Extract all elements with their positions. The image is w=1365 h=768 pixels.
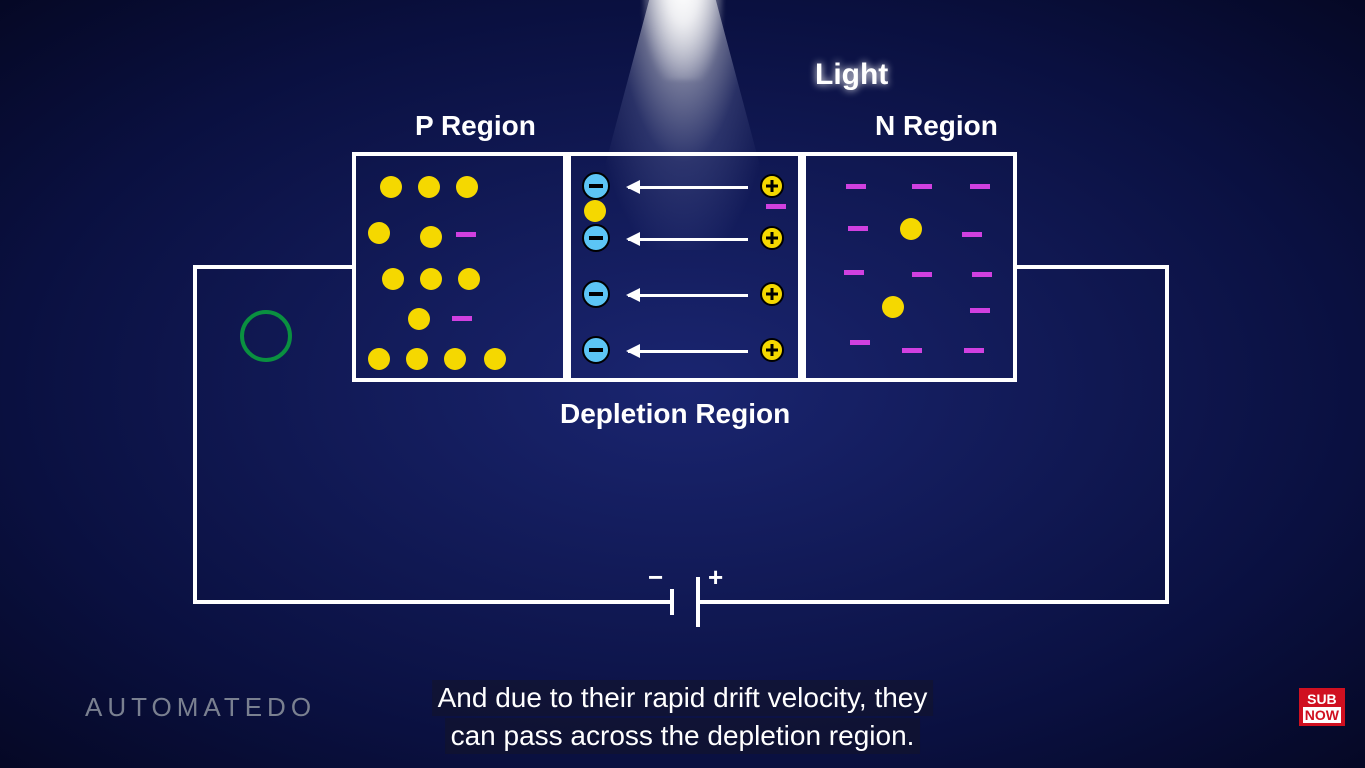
battery-plus-label: + xyxy=(708,562,723,593)
hole xyxy=(382,268,404,290)
electron-dash xyxy=(970,308,990,313)
hole xyxy=(456,176,478,198)
plus-circle xyxy=(760,338,784,362)
arrow xyxy=(628,350,748,353)
brand-logo: AUTOMATEDO xyxy=(85,692,316,723)
light-core xyxy=(643,0,723,80)
plus-circle xyxy=(760,226,784,250)
minus-circle xyxy=(582,336,610,364)
hole xyxy=(420,268,442,290)
electron-dash xyxy=(452,316,472,321)
electron-dash xyxy=(902,348,922,353)
circuit-wire-bottom-left xyxy=(193,600,670,604)
arrow xyxy=(628,294,748,297)
electron-dash xyxy=(972,272,992,277)
electron-dash xyxy=(844,270,864,275)
n-region-label: N Region xyxy=(875,110,998,142)
hole xyxy=(484,348,506,370)
hole xyxy=(380,176,402,198)
minus-circle xyxy=(582,280,610,308)
plus-circle xyxy=(760,174,784,198)
hole xyxy=(900,218,922,240)
hole xyxy=(458,268,480,290)
minus-circle xyxy=(582,172,610,200)
electron-dash xyxy=(964,348,984,353)
electron-dash xyxy=(962,232,982,237)
subtitle-line-2: can pass across the depletion region. xyxy=(445,718,921,754)
sub-text: SUB xyxy=(1307,691,1337,707)
arrow xyxy=(628,186,748,189)
circuit-wire-right-top xyxy=(1017,265,1169,269)
circuit-wire-bottom-right xyxy=(700,600,1169,604)
electron-dash xyxy=(912,184,932,189)
battery-long-plate xyxy=(696,577,700,627)
green-ring xyxy=(240,310,292,362)
electron-dash xyxy=(970,184,990,189)
electron-dash xyxy=(850,340,870,345)
hole xyxy=(418,176,440,198)
hole xyxy=(368,348,390,370)
electron-dash xyxy=(848,226,868,231)
circuit-wire-left-vert xyxy=(193,265,197,604)
circuit-wire-left-top xyxy=(193,265,352,269)
hole xyxy=(882,296,904,318)
now-text: NOW xyxy=(1303,707,1341,723)
electron-dash xyxy=(846,184,866,189)
hole xyxy=(406,348,428,370)
hole xyxy=(420,226,442,248)
hole xyxy=(368,222,390,244)
circuit-wire-right-vert xyxy=(1165,265,1169,604)
hole xyxy=(584,200,606,222)
light-label: Light xyxy=(815,58,888,92)
electron-dash xyxy=(912,272,932,277)
plus-circle xyxy=(760,282,784,306)
electron-dash xyxy=(766,204,786,209)
subtitle-line-1: And due to their rapid drift velocity, t… xyxy=(432,680,934,716)
electron-dash xyxy=(456,232,476,237)
hole xyxy=(444,348,466,370)
hole xyxy=(408,308,430,330)
battery-minus-label: − xyxy=(648,562,663,593)
sub-now-badge[interactable]: SUB NOW xyxy=(1299,688,1345,726)
arrow xyxy=(628,238,748,241)
depletion-region-label: Depletion Region xyxy=(560,398,790,430)
minus-circle xyxy=(582,224,610,252)
battery-short-plate xyxy=(670,589,674,615)
p-region-label: P Region xyxy=(415,110,536,142)
